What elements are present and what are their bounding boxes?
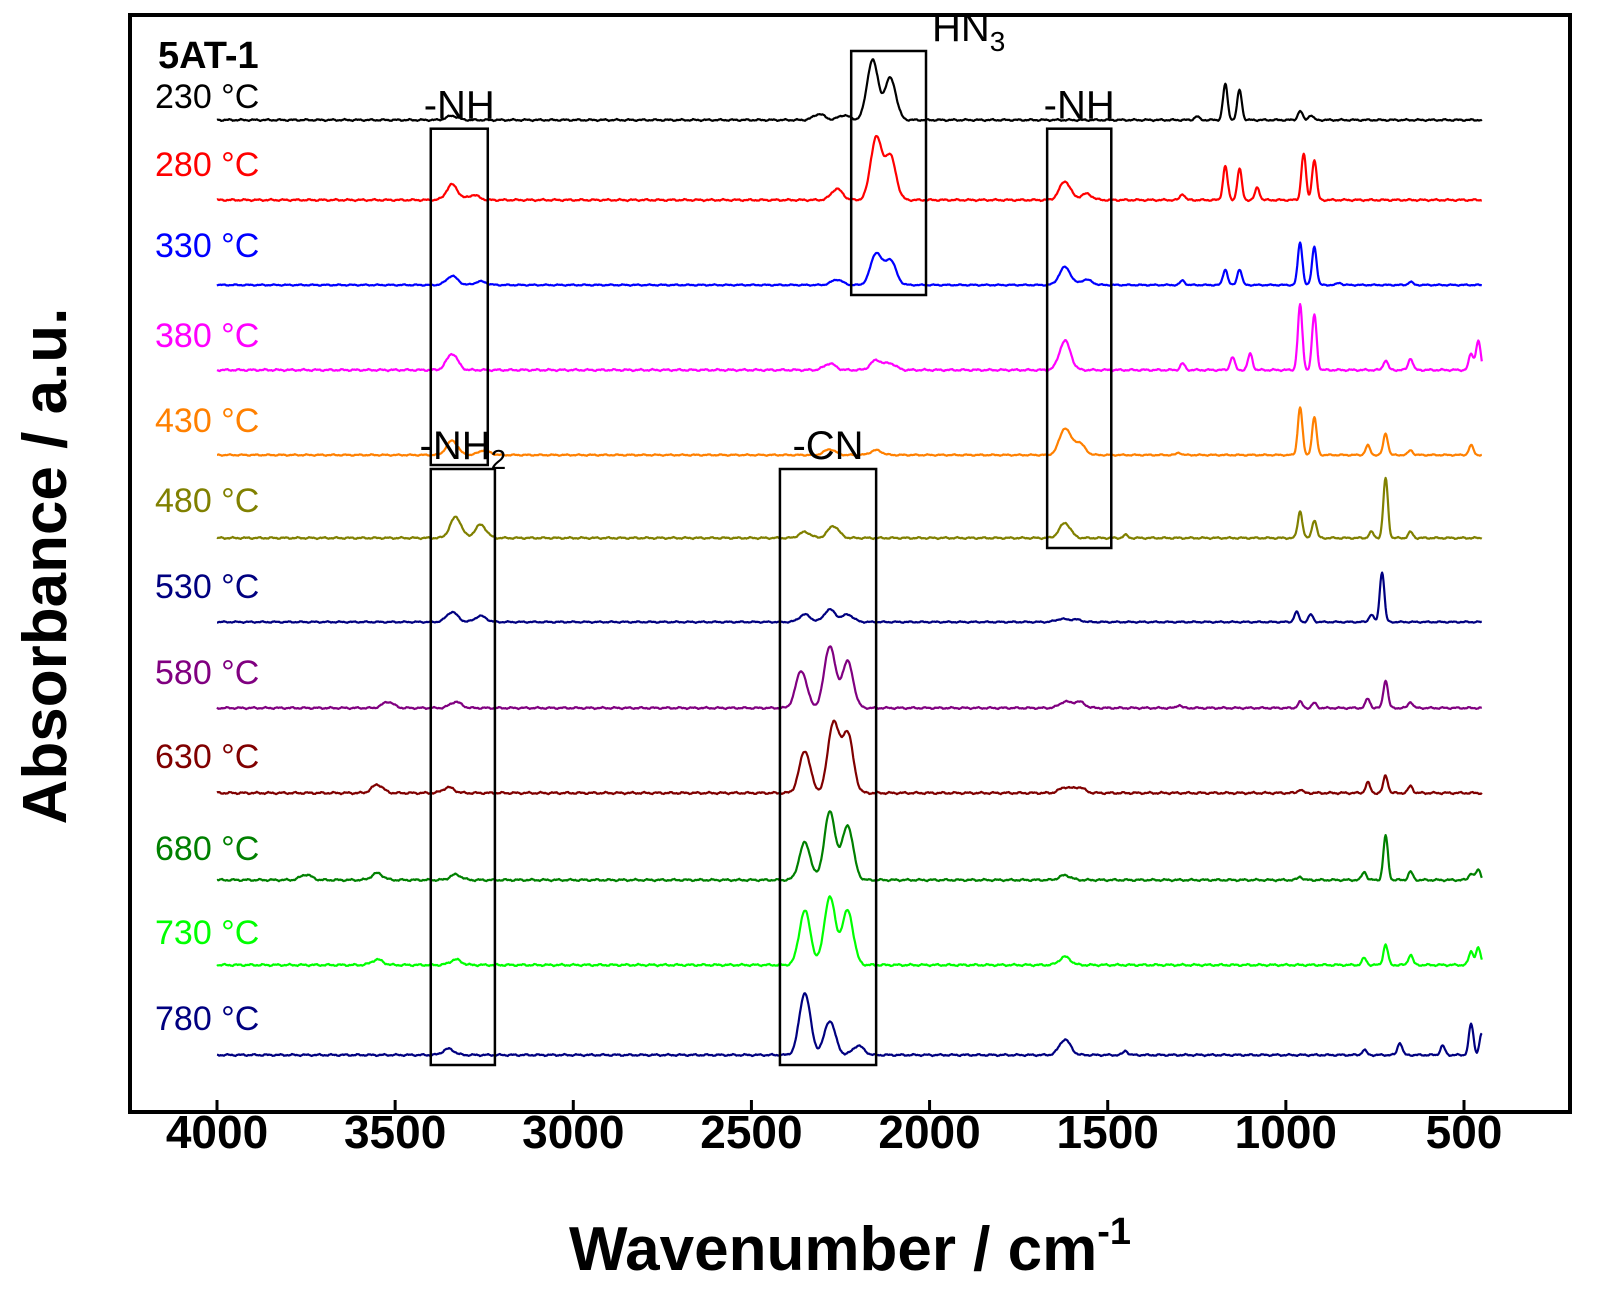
- y-axis-title: Absorbance / a.u.: [11, 308, 80, 825]
- series-label: 330 °C: [155, 227, 259, 265]
- series-line: [216, 895, 1483, 968]
- sample-label: 5AT-1: [158, 35, 259, 77]
- series-line: [216, 571, 1483, 625]
- series-label: 430 °C: [155, 402, 259, 440]
- annotation-box: [429, 467, 497, 1067]
- annotation-box: [778, 467, 878, 1067]
- annotation-label: HN3: [932, 6, 1005, 57]
- series-line: [216, 134, 1483, 203]
- series-line: [216, 476, 1483, 541]
- x-tick-label: 3000: [522, 1106, 624, 1158]
- annotation-boxes: HN3 -NH -NH -NH2 -CN: [420, 6, 1115, 1067]
- spectra-traces: [216, 58, 1483, 1058]
- annotation-label: -CN: [792, 424, 863, 468]
- series-label: 780 °C: [155, 1000, 259, 1038]
- annotation-label: -NH: [424, 84, 495, 128]
- series-label: 630 °C: [155, 738, 259, 776]
- annotation-box: [849, 49, 928, 297]
- plot-frame: [128, 13, 1572, 1114]
- x-tick-label: 4000: [166, 1106, 268, 1158]
- series-labels: 230 °C 280 °C 330 °C 380 °C 430 °C 480 °C 530 …: [155, 78, 259, 1038]
- series-line: [216, 719, 1483, 796]
- annotation-box: [1045, 127, 1113, 550]
- annotation-label: -NH2: [420, 424, 507, 475]
- x-axis: 4000 3500 3000 2500 2000 1500 1000 500: [166, 1100, 1503, 1158]
- series-label: 730 °C: [155, 914, 259, 952]
- x-tick-label: 1000: [1235, 1106, 1337, 1158]
- series-label: 480 °C: [155, 482, 259, 520]
- x-axis-title: Wavenumber / cm-1: [569, 1211, 1131, 1284]
- series-label: 580 °C: [155, 654, 259, 692]
- series-label: 530 °C: [155, 568, 259, 606]
- x-tick-label: 500: [1426, 1106, 1503, 1158]
- series-line: [216, 810, 1483, 883]
- series-line: [216, 645, 1483, 711]
- series-line: [216, 992, 1483, 1058]
- series-label: 680 °C: [155, 830, 259, 868]
- annotation-label: -NH: [1044, 84, 1115, 128]
- x-tick-label: 1500: [1057, 1106, 1159, 1158]
- x-tick-label: 2500: [700, 1106, 802, 1158]
- series-label: 230 °C: [155, 78, 259, 116]
- series-line: [216, 303, 1483, 373]
- series-line: [216, 406, 1483, 457]
- x-tick-label: 2000: [878, 1106, 980, 1158]
- x-tick-label: 3500: [344, 1106, 446, 1158]
- series-label: 380 °C: [155, 317, 259, 355]
- series-line: [216, 241, 1483, 287]
- annotation-box: [429, 127, 490, 467]
- series-label: 280 °C: [155, 146, 259, 184]
- series-line: [216, 58, 1483, 123]
